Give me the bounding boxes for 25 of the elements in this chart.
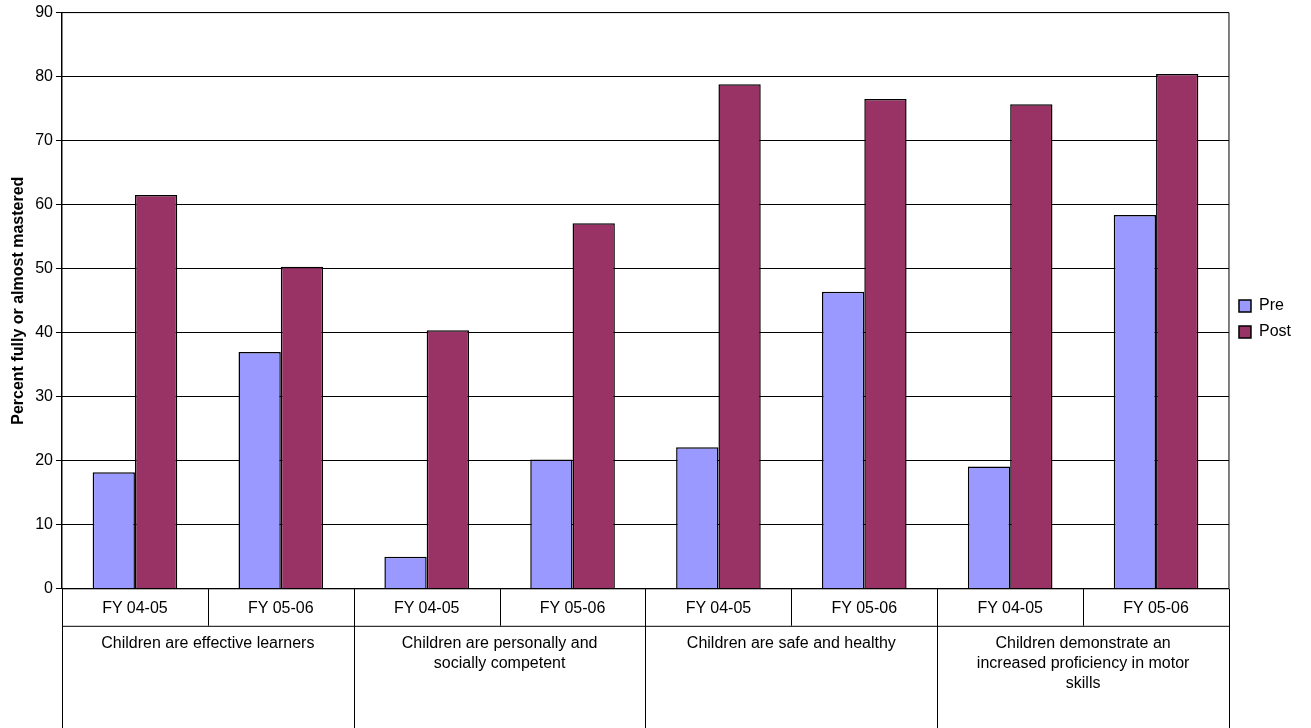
x-tick-label: FY 04-05 xyxy=(102,598,168,616)
y-tick-label: 40 xyxy=(35,323,54,341)
text: Children are safe and healthy xyxy=(686,634,896,652)
y-tick-label: 20 xyxy=(35,451,54,469)
x-tick-label: FY 04-05 xyxy=(685,598,752,616)
text: Children are effective learners xyxy=(101,634,315,652)
y-tick-label: 60 xyxy=(35,195,54,213)
y-axis-title: Percent fully or almost mastered xyxy=(9,176,27,425)
legend-label: Pre xyxy=(1258,296,1284,314)
x-tick-label: FY 05-06 xyxy=(248,598,314,616)
legend-label: Post xyxy=(1258,322,1292,340)
y-tick-label: 50 xyxy=(35,259,54,277)
x-tick-label: FY 05-06 xyxy=(539,598,606,616)
y-tick-label: 0 xyxy=(44,579,54,597)
x-tick-label: FY 05-06 xyxy=(1123,598,1189,616)
y-tick-label: 30 xyxy=(35,387,54,405)
x-tick-label: FY 05-06 xyxy=(831,598,898,616)
text: Children are personally and socially competent xyxy=(401,634,598,672)
y-tick-label: 70 xyxy=(35,131,54,149)
y-tick-label: 10 xyxy=(35,515,54,533)
x-tick-label: FY 04-05 xyxy=(393,598,460,616)
text: Children demonstrate an increased proficiency in motor skills xyxy=(976,634,1191,692)
x-tick-label: FY 04-05 xyxy=(977,598,1044,616)
y-tick-label: 80 xyxy=(35,67,54,85)
y-tick-label: 90 xyxy=(35,3,54,21)
